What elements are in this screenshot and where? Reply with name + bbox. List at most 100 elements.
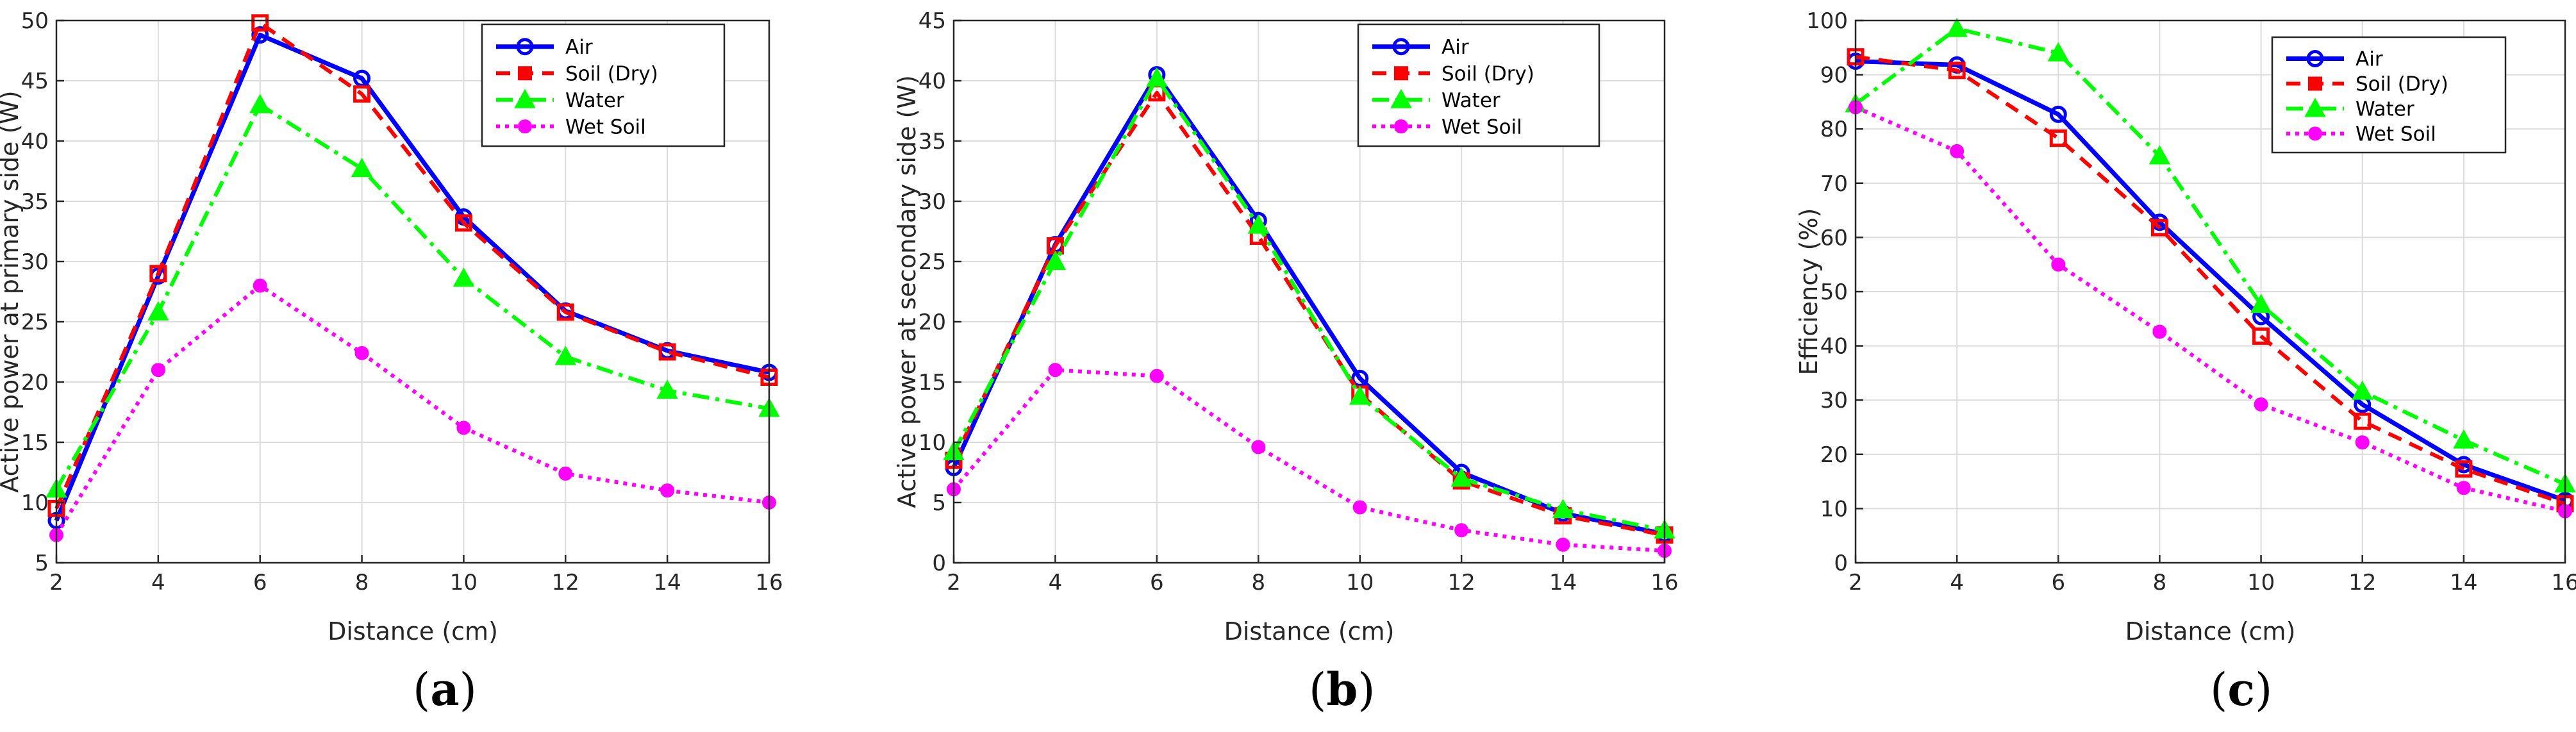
data-point-wet — [354, 345, 369, 360]
x-tick-label: 14 — [654, 570, 681, 595]
data-point-soil — [556, 303, 574, 321]
x-axis-title: Distance (cm) — [1224, 617, 1395, 645]
y-tick-label: 15 — [21, 430, 49, 456]
series-line-soil — [54, 21, 770, 510]
y-tick-label: 0 — [932, 551, 946, 576]
data-point-water — [1247, 214, 1269, 234]
plot-frame — [55, 19, 770, 564]
panel-caption: (a) — [413, 663, 477, 716]
caption-letter: a — [430, 663, 459, 716]
data-point-soil — [2049, 129, 2067, 147]
x-tick-label: 4 — [1049, 570, 1063, 595]
legend-swatch-marker-water — [2304, 97, 2326, 117]
y-tick-label: 90 — [1820, 63, 1848, 88]
series-line-water — [952, 76, 1665, 533]
panel-b-chart: 2 4 6 8 10 12 14 16 0 5 10 15 20 25 30 35 40 45 Distance (… — [893, 8, 1679, 716]
y-axis-title: Active power at secondary side (W) — [893, 75, 921, 508]
y-tick-label: 10 — [918, 430, 946, 456]
legend-label-wet: Wet Soil — [2356, 123, 2436, 146]
y-tick-label: 25 — [21, 310, 49, 335]
data-point-wet — [1352, 500, 1367, 515]
x-axis-title: Distance (cm) — [2125, 617, 2296, 645]
data-point-wet — [456, 420, 471, 435]
y-tick-label: 0 — [1834, 551, 1848, 576]
data-point-water — [249, 94, 271, 113]
y-tick-label: 45 — [21, 69, 49, 94]
x-tick-label: 6 — [1150, 570, 1164, 595]
data-point-water — [453, 267, 475, 287]
data-point-soil — [2150, 219, 2168, 237]
x-tick-label: 10 — [1346, 570, 1374, 595]
data-point-water — [2148, 145, 2171, 165]
legend-label-soil: Soil (Dry) — [565, 62, 658, 85]
x-axis-title: Distance (cm) — [328, 617, 498, 645]
data-point-soil — [149, 265, 167, 283]
data-point-water — [2352, 380, 2373, 400]
x-tick-label: 14 — [1549, 570, 1577, 595]
data-point-water — [1146, 67, 1168, 87]
series-line-soil — [1855, 54, 2566, 506]
y-tick-label: 100 — [1806, 8, 1848, 34]
data-point-soil — [251, 14, 269, 32]
caption-letter: b — [1326, 663, 1358, 716]
y-tick-label: 30 — [1820, 388, 1848, 413]
panel-caption: (b) — [1309, 663, 1375, 716]
y-tick-label: 35 — [918, 129, 946, 154]
data-point-wet — [1048, 363, 1063, 378]
y-tick-label: 40 — [1820, 334, 1848, 360]
y-tick-label: 50 — [21, 8, 49, 34]
data-point-water — [351, 158, 373, 178]
x-tick-label: 8 — [2153, 570, 2167, 595]
series-line-wet — [1854, 105, 2566, 513]
y-tick-label: 20 — [918, 310, 946, 335]
legend-label-wet: Wet Soil — [1442, 115, 1522, 138]
legend-label-wet: Wet Soil — [565, 115, 646, 138]
caption-close-paren: ) — [460, 663, 477, 716]
y-tick-label: 10 — [21, 490, 49, 516]
legend-swatch-marker-air — [2306, 50, 2324, 67]
y-tick-label: 15 — [918, 370, 946, 395]
data-point-soil — [2354, 412, 2372, 430]
caption-letter: c — [2227, 663, 2255, 716]
x-tick-label: 2 — [49, 570, 63, 595]
x-tick-label: 12 — [552, 570, 579, 595]
series-line-water — [1854, 26, 2566, 487]
legend: Air Soil (Dry) Water Wet Soil — [481, 23, 726, 147]
y-tick-label: 25 — [918, 249, 946, 275]
caption-open-paren: ( — [413, 663, 430, 716]
x-tick-label: 8 — [355, 570, 369, 595]
x-tick-label: 2 — [1849, 570, 1863, 595]
data-point-wet — [2456, 481, 2471, 495]
x-tick-label: 2 — [947, 570, 961, 595]
data-point-water — [2453, 429, 2475, 449]
data-point-wet — [1149, 369, 1164, 383]
legend-swatch-marker-soil — [1394, 66, 1408, 81]
plot-frame — [952, 19, 1666, 564]
legend-label-water: Water — [1442, 89, 1500, 112]
x-tick-label: 8 — [1251, 570, 1265, 595]
data-point-water — [147, 301, 169, 320]
data-point-water — [2047, 42, 2069, 62]
legend-swatch-marker-air — [1392, 38, 1410, 56]
y-tick-label: 5 — [35, 551, 49, 576]
data-point-water — [1044, 250, 1067, 270]
data-point-soil — [658, 343, 676, 361]
y-tick-label: 35 — [21, 189, 49, 215]
panel-a-chart: 2 4 6 8 10 12 14 16 5 10 15 20 25 30 35 40 45 50 Distance … — [0, 8, 783, 716]
legend-swatch-marker-air — [516, 38, 534, 56]
data-point-water — [1349, 385, 1371, 405]
x-tick-label: 4 — [151, 570, 165, 595]
legend-label-air: Air — [1442, 36, 1469, 59]
x-tick-label: 12 — [1448, 570, 1475, 595]
legend-label-water: Water — [565, 89, 624, 112]
series-line-wet — [952, 368, 1665, 553]
legend-swatch-marker-wet — [518, 119, 532, 134]
data-point-soil — [353, 85, 371, 103]
legend-swatch-marker-water — [1390, 88, 1412, 108]
data-point-wet — [253, 278, 267, 293]
legend-label-soil: Soil (Dry) — [1442, 62, 1534, 85]
data-point-air — [2049, 105, 2067, 123]
x-tick-label: 6 — [2051, 570, 2065, 595]
data-point-water — [2250, 294, 2272, 313]
